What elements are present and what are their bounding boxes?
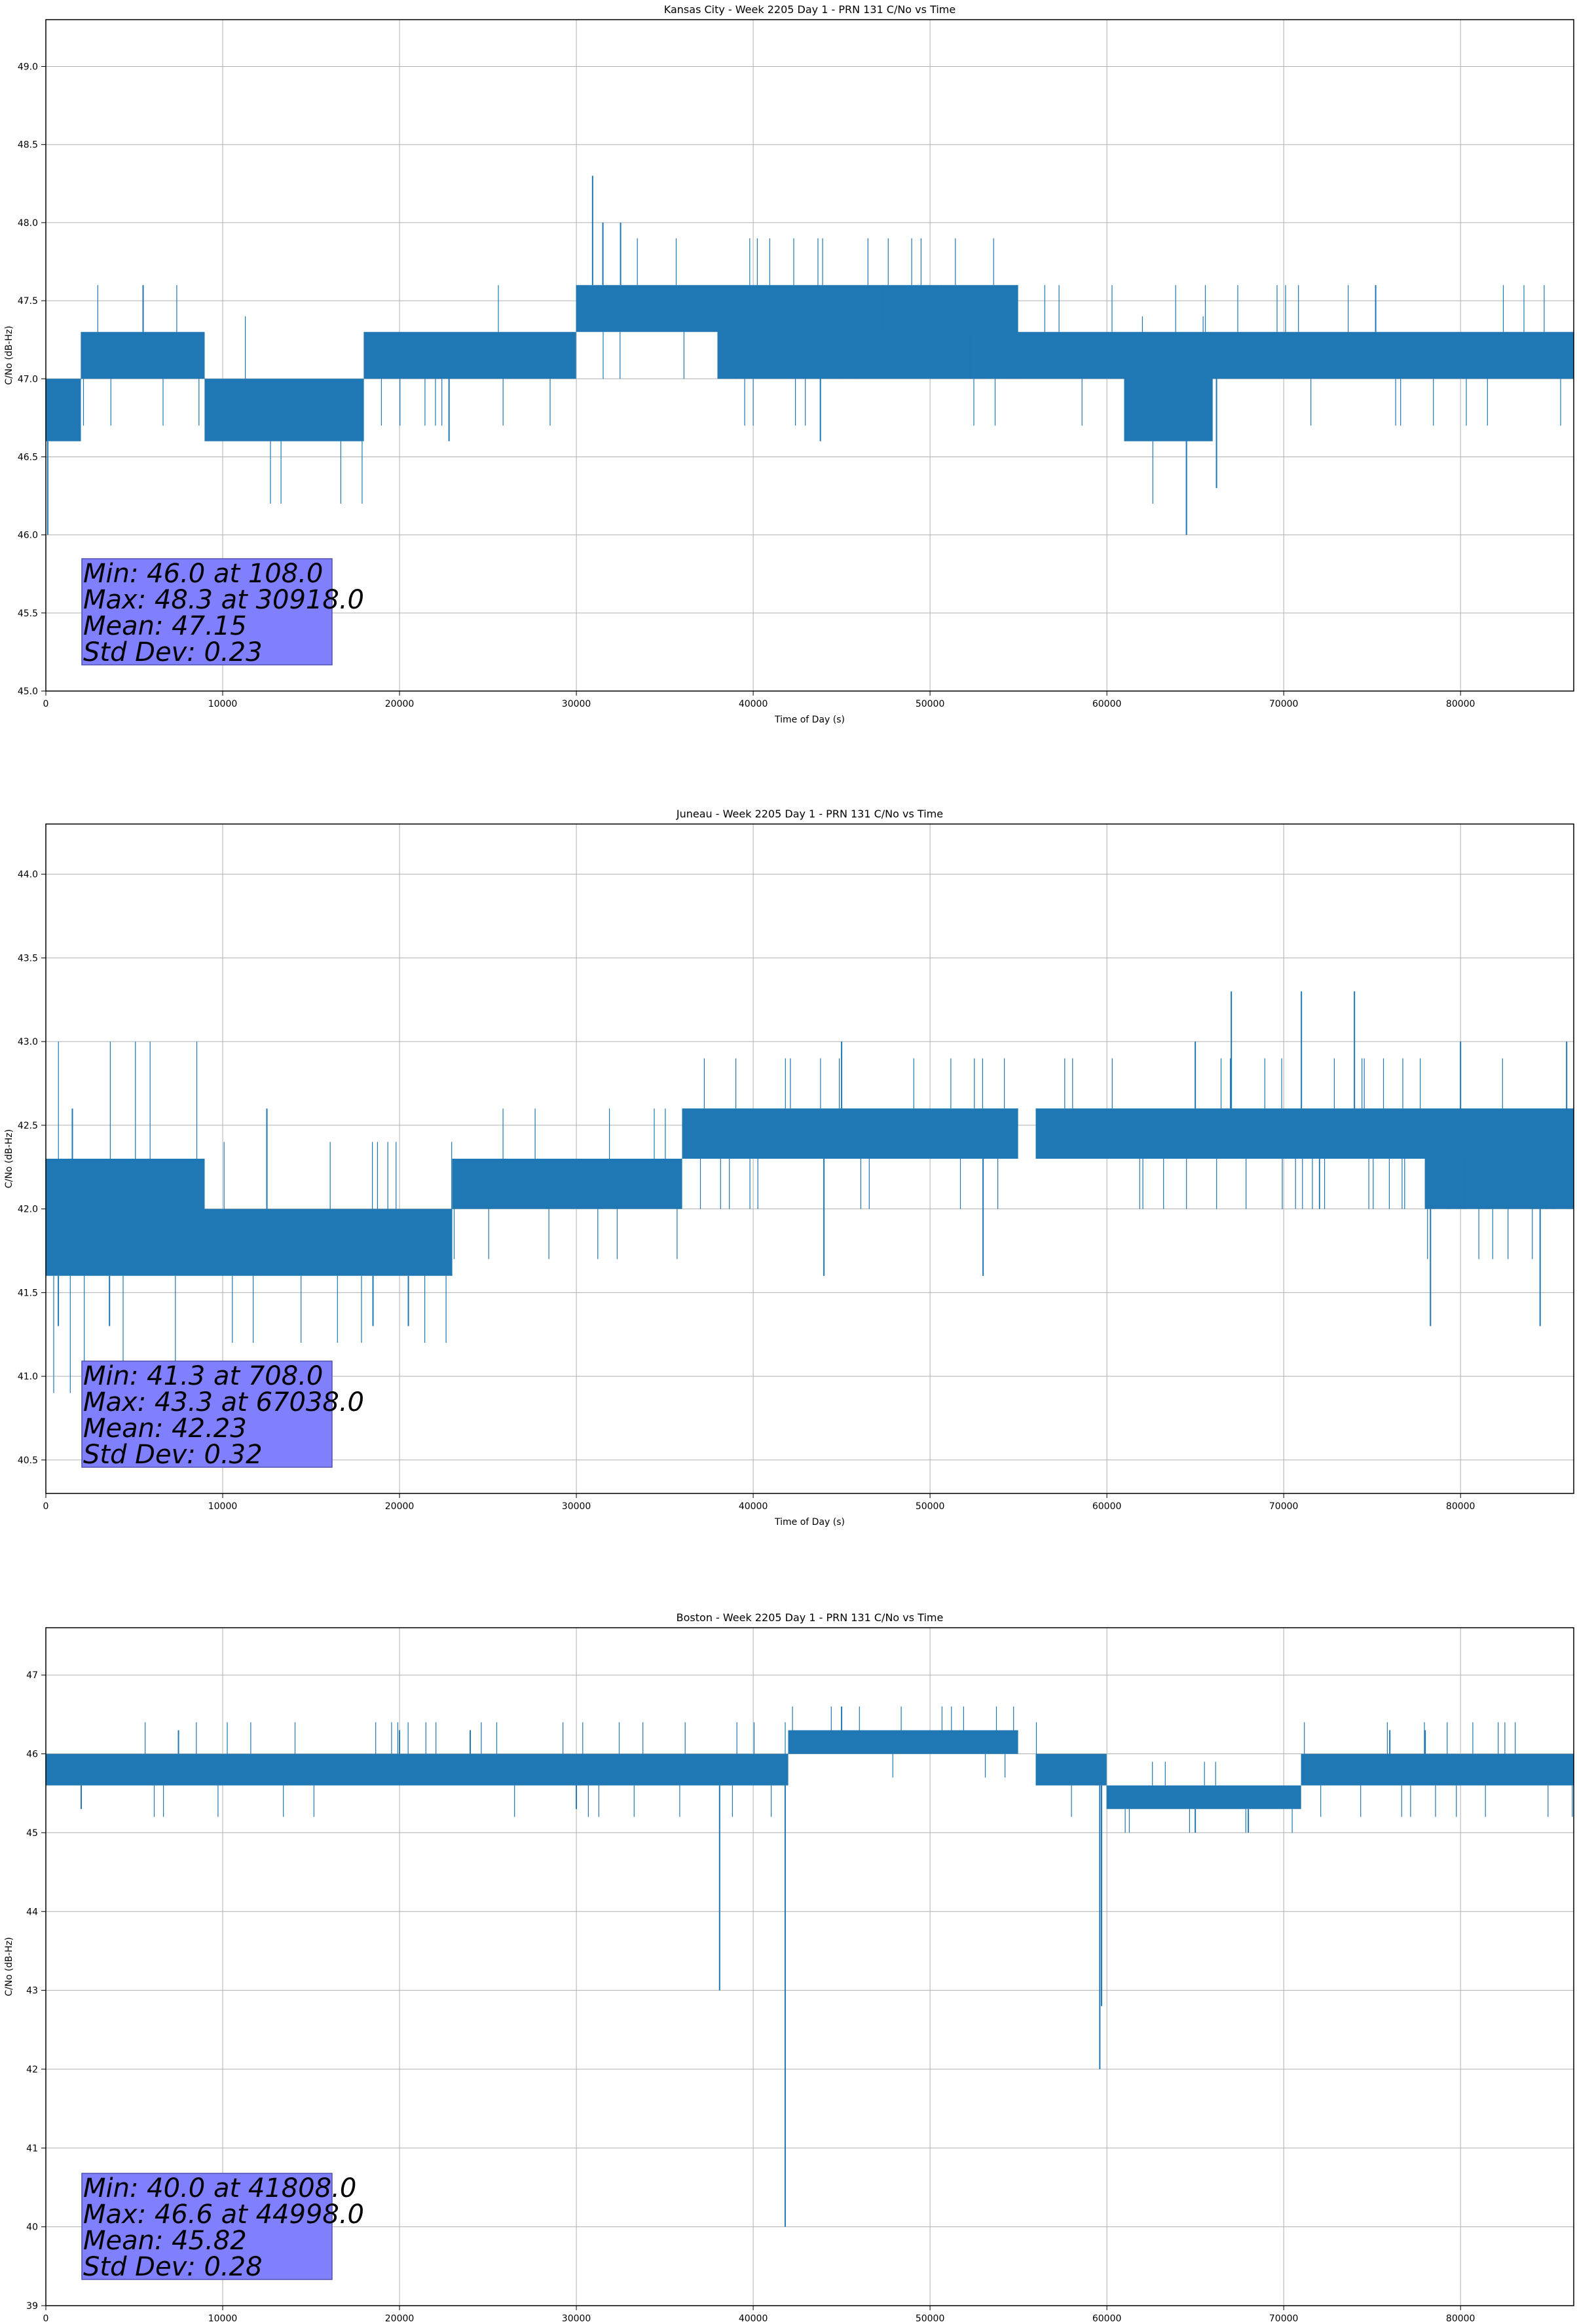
y-tick-label: 44 xyxy=(26,1907,38,1917)
x-axis-label: Time of Day (s) xyxy=(774,715,845,725)
x-tick-label: 40000 xyxy=(739,1501,768,1512)
y-tick-label: 49.0 xyxy=(18,62,38,73)
stats-line: Std Dev: 0.32 xyxy=(83,1440,263,1470)
plot-frame xyxy=(45,1627,1574,2306)
y-tick-label: 43.5 xyxy=(18,953,38,964)
stats-line: Std Dev: 0.23 xyxy=(83,637,263,667)
y-tick-label: 47 xyxy=(26,1670,38,1681)
series-band-trace xyxy=(45,1730,1574,1809)
y-tick-label: 46.0 xyxy=(18,531,38,541)
x-tick-label: 30000 xyxy=(562,2314,591,2324)
series-excursions xyxy=(83,238,1561,504)
x-tick-label: 40000 xyxy=(739,2314,768,2324)
y-tick-label: 42 xyxy=(26,2065,38,2075)
y-tick-label: 45.0 xyxy=(18,686,38,697)
x-tick-label: 0 xyxy=(43,2314,49,2324)
y-tick-label: 40 xyxy=(26,2222,38,2233)
y-tick-label: 41.5 xyxy=(18,1288,38,1298)
x-tick-label: 30000 xyxy=(562,699,591,709)
stats-line: Mean: 47.15 xyxy=(83,611,247,641)
x-tick-label: 60000 xyxy=(1092,2314,1122,2324)
x-tick-label: 20000 xyxy=(385,2314,415,2324)
stats-line: Mean: 42.23 xyxy=(83,1414,247,1444)
chart-panel-1: Kansas City - Week 2205 Day 1 - PRN 131 … xyxy=(4,3,1574,725)
stats-line: Min: 40.0 at 41808.0 xyxy=(83,2173,356,2203)
x-tick-label: 70000 xyxy=(1269,1501,1299,1512)
stats-line: Max: 43.3 at 67038.0 xyxy=(83,1387,364,1417)
y-axis-label: C/No (dB-Hz) xyxy=(4,1937,14,1996)
series-excursions xyxy=(145,1706,1573,1833)
x-tick-label: 10000 xyxy=(208,2314,238,2324)
x-tick-label: 50000 xyxy=(916,699,945,709)
x-tick-label: 0 xyxy=(43,1501,49,1512)
y-tick-label: 39 xyxy=(26,2301,38,2312)
stats-line: Min: 41.3 at 708.0 xyxy=(83,1361,323,1391)
plot-frame xyxy=(45,19,1574,692)
y-tick-label: 46.5 xyxy=(18,452,38,462)
x-tick-label: 50000 xyxy=(916,2314,945,2324)
y-tick-label: 48.5 xyxy=(18,140,38,151)
x-tick-label: 20000 xyxy=(385,1501,415,1512)
plot-frame xyxy=(45,823,1574,1494)
chart-panel-2: Juneau - Week 2205 Day 1 - PRN 131 C/No … xyxy=(4,808,1574,1527)
x-tick-label: 60000 xyxy=(1092,1501,1122,1512)
x-tick-label: 20000 xyxy=(385,699,415,709)
x-tick-label: 30000 xyxy=(562,1501,591,1512)
y-axis-label: C/No (dB-Hz) xyxy=(4,326,14,384)
stats-box xyxy=(81,1360,333,1468)
chart-title: Kansas City - Week 2205 Day 1 - PRN 131 … xyxy=(664,3,955,16)
series-band-trace xyxy=(45,285,1574,441)
chart-panel-3: Boston - Week 2205 Day 1 - PRN 131 C/No … xyxy=(4,1611,1574,2324)
x-tick-label: 80000 xyxy=(1446,699,1475,709)
x-tick-label: 70000 xyxy=(1269,699,1299,709)
chart-title: Boston - Week 2205 Day 1 - PRN 131 C/No … xyxy=(677,1611,944,1624)
y-tick-label: 47.0 xyxy=(18,374,38,384)
y-tick-label: 45.5 xyxy=(18,609,38,619)
x-tick-label: 80000 xyxy=(1446,1501,1475,1512)
y-tick-label: 42.0 xyxy=(18,1205,38,1215)
y-tick-label: 43.0 xyxy=(18,1037,38,1047)
stats-line: Mean: 45.82 xyxy=(83,2226,247,2256)
y-tick-label: 47.5 xyxy=(18,296,38,307)
x-tick-label: 80000 xyxy=(1446,2314,1475,2324)
stats-line: Max: 48.3 at 30918.0 xyxy=(83,585,364,615)
y-tick-label: 41 xyxy=(26,2143,38,2154)
y-tick-label: 48.0 xyxy=(18,218,38,229)
stats-line: Max: 46.6 at 44998.0 xyxy=(83,2200,364,2230)
stats-line: Std Dev: 0.28 xyxy=(83,2252,263,2282)
x-axis-label: Time of Day (s) xyxy=(774,1517,845,1527)
x-tick-label: 10000 xyxy=(208,1501,238,1512)
y-tick-label: 46 xyxy=(26,1750,38,1760)
stats-box xyxy=(81,558,333,665)
x-tick-label: 0 xyxy=(43,699,49,709)
stats-box xyxy=(81,2173,333,2280)
y-tick-label: 41.0 xyxy=(18,1372,38,1382)
y-tick-label: 44.0 xyxy=(18,870,38,880)
x-tick-label: 70000 xyxy=(1269,2314,1299,2324)
x-tick-label: 60000 xyxy=(1092,699,1122,709)
y-tick-label: 43 xyxy=(26,1986,38,1996)
y-axis-label: C/No (dB-Hz) xyxy=(4,1129,14,1188)
y-tick-label: 40.5 xyxy=(18,1455,38,1466)
series-excursions xyxy=(53,1041,1572,1393)
stats-line: Min: 46.0 at 108.0 xyxy=(83,559,323,589)
y-tick-label: 45 xyxy=(26,1828,38,1839)
y-tick-label: 42.5 xyxy=(18,1121,38,1131)
series-band-trace xyxy=(45,1108,1574,1276)
chart-title: Juneau - Week 2205 Day 1 - PRN 131 C/No … xyxy=(676,808,943,820)
x-tick-label: 10000 xyxy=(208,699,238,709)
x-tick-label: 40000 xyxy=(739,699,768,709)
x-tick-label: 50000 xyxy=(916,1501,945,1512)
